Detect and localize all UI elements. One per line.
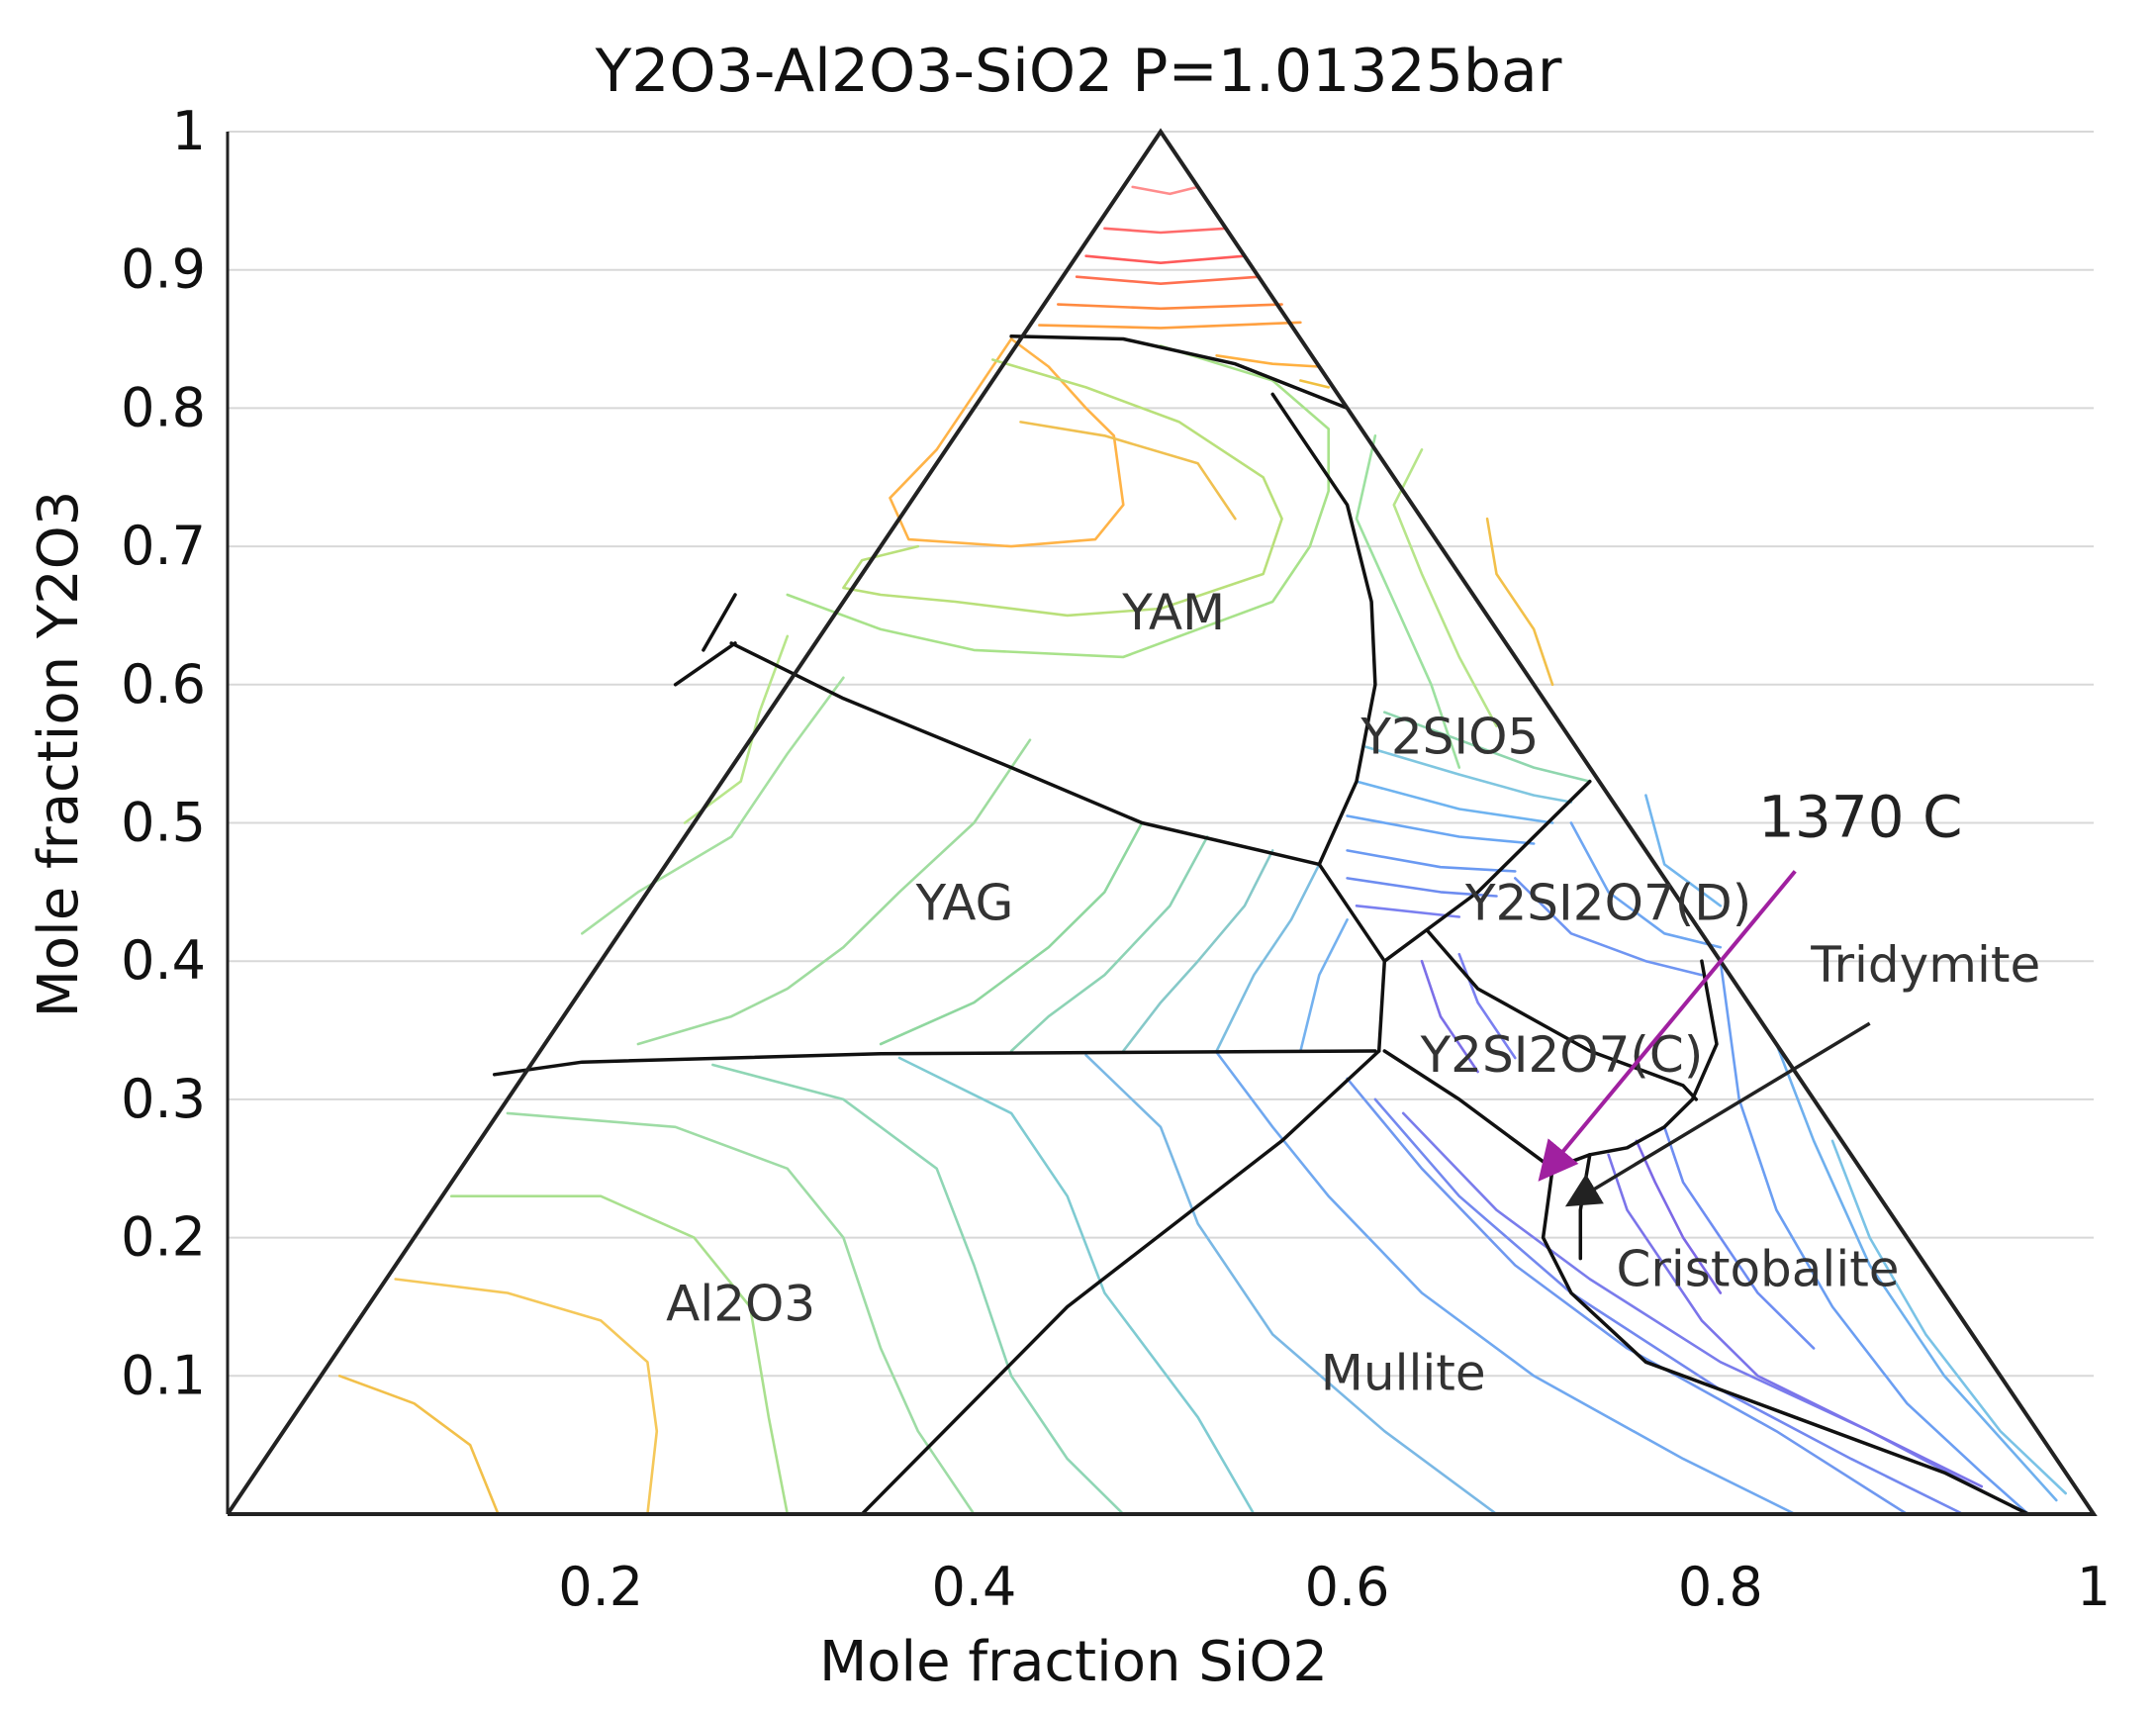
isotherm-line	[1057, 303, 1283, 311]
y-tick-label: 0.3	[121, 1068, 206, 1130]
isotherm-line	[1346, 877, 1498, 898]
phase-label: Cristobalite	[1616, 1240, 1899, 1297]
phase-label: Tridymite	[1810, 936, 2040, 994]
isotherm-line	[786, 344, 1330, 659]
y-axis-label: Mole fraction Y2O3	[27, 491, 91, 1018]
x-tick-label: 0.8	[1678, 1556, 1763, 1618]
isotherm-line	[683, 634, 790, 824]
temperature-annotation: 1370 C	[1758, 783, 1963, 850]
y-tick-label: 0.6	[121, 653, 206, 715]
isotherm-line	[1131, 185, 1199, 196]
phase-boundary	[492, 1049, 1377, 1077]
isotherm-line	[1373, 1097, 1965, 1516]
phase-boundary	[1382, 779, 1592, 963]
isotherm-line	[1355, 780, 1554, 824]
isotherm-line	[1299, 918, 1349, 1053]
isotherm-line	[1019, 421, 1237, 521]
x-tick-label: 0.2	[558, 1556, 643, 1618]
isotherm-line	[711, 1063, 1125, 1516]
phase-boundary	[1382, 1049, 1554, 1171]
isotherm-line	[337, 1375, 500, 1516]
isotherm-line	[1122, 849, 1274, 1053]
isotherm-line	[1485, 517, 1554, 687]
y-tick-label: 0.9	[121, 238, 206, 301]
isotherm-line	[1383, 711, 1592, 783]
isotherm-line	[1346, 849, 1517, 873]
isotherm-line	[581, 676, 845, 935]
isotherm-line	[1457, 952, 1517, 1060]
isotherm-line	[1662, 1125, 1816, 1350]
isotherm-line	[1299, 379, 1330, 389]
isotherm-line	[889, 337, 1125, 548]
isotherm-line	[1009, 835, 1209, 1053]
isotherm-line	[879, 821, 1144, 1046]
x-tick-label: 1	[2077, 1556, 2110, 1618]
isotherm-line	[1355, 905, 1461, 918]
phase-label: Y2SIO5	[1359, 709, 1539, 766]
phase-boundary	[1270, 392, 1377, 867]
isotherm-line	[450, 1194, 790, 1516]
isotherm-layer	[337, 185, 2067, 1516]
phase-label: YAG	[915, 874, 1014, 931]
isotherm-line	[1830, 1139, 2067, 1495]
phase-boundary	[860, 1049, 1381, 1516]
isotherm-line	[506, 1111, 976, 1516]
phase-label: Y2SI2O7(D)	[1464, 874, 1751, 931]
isotherm-line	[1644, 794, 1723, 907]
phase-label: Al2O3	[666, 1275, 815, 1332]
isotherm-line	[1514, 877, 1704, 977]
phase-boundary	[1009, 334, 1350, 411]
isotherm-line	[897, 1056, 1256, 1516]
annotation-arrow-magenta	[1538, 870, 1797, 1182]
y-tick-label: 0.4	[121, 929, 206, 992]
isotherm-line	[636, 738, 1032, 1046]
y-tick-label: 0.7	[121, 515, 206, 577]
isotherm-line	[1075, 275, 1262, 285]
isotherm-line	[1364, 745, 1573, 804]
isotherm-line	[394, 1278, 659, 1516]
isotherm-line	[1719, 959, 2030, 1516]
isotherm-line	[1215, 1051, 1797, 1516]
phase-label: YAM	[1121, 584, 1225, 641]
isotherm-line	[1392, 448, 1498, 727]
label-layer: YAM Y2SIO5 YAG Y2SI2O7(D) Y2SI2O7(C) Tridymit…	[666, 584, 2040, 1401]
isotherm-line	[1635, 1139, 1723, 1294]
y-tick-label: 0.5	[121, 792, 206, 854]
y-tick-label: 0.1	[121, 1344, 206, 1406]
phase-boundary	[1425, 928, 1699, 1101]
isotherm-line	[1103, 227, 1228, 235]
phase-boundary	[1376, 959, 1387, 1053]
phase-boundary	[1541, 1167, 2030, 1516]
isotherm-line	[1775, 1042, 2058, 1502]
isotherm-line	[1607, 1153, 1984, 1488]
x-axis-label: Mole fraction SiO2	[819, 1630, 1328, 1694]
isotherm-line	[1215, 863, 1321, 1053]
x-tick-label: 0.6	[1305, 1556, 1390, 1618]
isotherm-line	[1569, 821, 1723, 949]
y-tick-label: 0.2	[121, 1206, 206, 1269]
phase-boundary	[702, 593, 737, 652]
y-tick-label: 0.8	[121, 376, 206, 438]
isotherm-line	[1420, 959, 1479, 1074]
phase-boundary	[673, 641, 737, 687]
chart-title: Y2O3-Al2O3-SiO2 P=1.01325bar	[595, 37, 1562, 106]
isotherm-line	[1215, 354, 1321, 368]
isotherm-line	[1346, 814, 1536, 845]
isotherm-line	[1084, 254, 1247, 264]
annotation-arrow-tridymite	[1564, 1021, 1871, 1207]
x-tick-label: 0.4	[931, 1556, 1016, 1618]
phase-label: Mullite	[1321, 1344, 1486, 1401]
isotherm-line	[1355, 434, 1461, 769]
isotherm-line	[1346, 1077, 1909, 1516]
phase-boundary	[729, 641, 1387, 963]
phase-label: Y2SI2O7(C)	[1420, 1026, 1704, 1084]
isotherm-line	[1038, 321, 1302, 330]
axes-layer: 0.1 0.2 0.3 0.4 0.5 0.6 0.7 0.8 0.9 1 0.2 0.4 0.6 0.8…	[121, 100, 2110, 1618]
y-tick-label: 1	[172, 100, 206, 162]
isotherm-line	[842, 358, 1283, 618]
isotherm-line	[1084, 1053, 1498, 1516]
grid-layer	[228, 131, 2094, 1378]
phase-boundary	[1578, 1153, 1592, 1261]
